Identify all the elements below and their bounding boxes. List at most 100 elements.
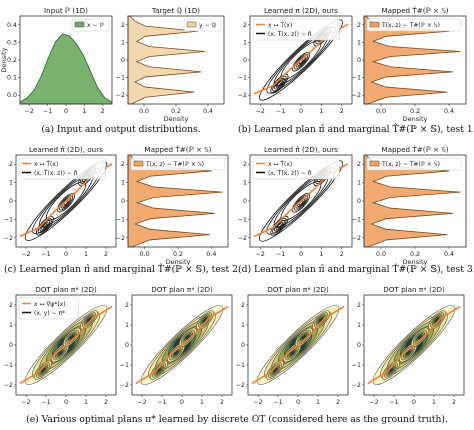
e-dot-3-ytick-label: 2 (241, 302, 245, 309)
a-target-legend-label: y ∼ ℚ (199, 22, 216, 29)
b-plan-cluster-level (270, 73, 289, 94)
e-dot-2-ytick-label: −1 (120, 362, 129, 369)
c-marginal-title: Mapped T̂#(ℙ × 𝕊) (144, 145, 211, 154)
a-input-xtick-label: −1 (43, 108, 52, 115)
c-marginal-xtick-label: 0.2 (173, 251, 183, 258)
b-marginal-ytick-label: 0 (357, 57, 361, 64)
b-plan-ytick-label: −2 (238, 92, 247, 99)
d-plan-legend-label: (x, T̂(x, z)) ∼ π̂ (268, 170, 312, 177)
e-dot-1-xtick-label: −1 (41, 399, 50, 406)
d-plan-cluster-level (270, 215, 289, 236)
d-plan-xtick-label: 2 (340, 251, 344, 258)
e-dot-3-cluster-level (301, 335, 306, 340)
b-plan-legend-box (252, 18, 340, 41)
caption-a: (a) Input and output distributions. (41, 124, 201, 135)
d-marginal-legend-label: T(x, z) ∼ T#(ℙ × 𝕊) (381, 161, 440, 168)
a-target-ytick-label: 0 (121, 57, 125, 64)
e-dot-1-xtick-label: 0 (64, 399, 68, 406)
b-plan-ytick-label: −1 (238, 75, 247, 82)
d-plan-cluster-level (277, 223, 282, 229)
c-plan-ytick-label: −1 (4, 216, 13, 223)
d-marginal-title: Mapped T̂#(ℙ × 𝕊) (381, 145, 448, 154)
c-marginal-ytick-label: 2 (121, 161, 125, 168)
b-marginal-xtick-label: 0.4 (444, 108, 454, 115)
b-marginal-xlabel: Density (403, 115, 428, 123)
b-marginal-legend-label: T(x, z) ∼ T#(ℙ × 𝕊) (381, 22, 440, 29)
a-input-xtick-label: −2 (25, 108, 34, 115)
a-target-title: Target ℚ (1D) (151, 6, 200, 15)
d-plan-ytick-label: 2 (243, 161, 247, 168)
e-dot-4-contours (367, 305, 461, 385)
e-dot-3-xtick-label: −2 (253, 399, 262, 406)
d-marginal-xlabel: Density (403, 258, 428, 266)
a-target-ytick-label: −2 (116, 92, 125, 99)
e-dot-4-xtick-label: −2 (369, 399, 378, 406)
d-plan-xtick-label: 1 (319, 251, 323, 258)
e-dot-2-ytick-label: 0 (125, 342, 129, 349)
c-marginal-xtick-label: 0.0 (140, 251, 150, 258)
d-plan-legend-box (252, 157, 340, 180)
d-plan-title: Learned π̂ (2D), ours (264, 145, 338, 154)
d-plan-ytick-label: 1 (243, 180, 247, 187)
d-plan-xtick-label: 0 (299, 251, 303, 258)
a-input-ytick-label: 0.1 (7, 75, 17, 82)
e-dot-3-ytick-label: 0 (241, 342, 245, 349)
caption-d: (d) Learned plan π̂ and marginal T̂#(ℙ ×… (238, 264, 474, 275)
e-dot-3-contours (251, 305, 345, 385)
e-dot-4-cluster-level (406, 350, 411, 355)
d-marginal-ytick-label: 0 (357, 198, 361, 205)
e-dot-4-xtick-label: 0 (412, 399, 416, 406)
caption-c: (c) Learned plan π̂ and marginal T̂#(ℙ ×… (4, 264, 241, 275)
b-plan-ridge-level (259, 19, 343, 101)
a-input-title: Input ℙ (1D) (44, 6, 88, 15)
d-marginal-ytick-label: −2 (352, 235, 361, 242)
e-dot-4-xtick-label: 1 (432, 399, 436, 406)
e-dot-3-title: DOT plan π* (2D) (267, 285, 329, 294)
a-input-legend-label: x ∼ ℙ (87, 22, 104, 29)
c-plan-cluster-level (41, 221, 49, 230)
b-plan-xtick-label: 1 (319, 108, 323, 115)
d-marginal-xtick-label: 0.2 (410, 251, 420, 258)
e-dot-4-ytick-label: 0 (357, 342, 361, 349)
c-marginal-xtick-label: 0.4 (206, 251, 216, 258)
c-plan-title: Learned π̂ (2D), ours (29, 145, 103, 154)
a-input-ylabel: Density (0, 47, 8, 72)
c-marginal-xlabel: Density (166, 258, 191, 266)
b-marginal-ytick-label: 2 (357, 22, 361, 29)
e-dot-2-ytick-label: 1 (125, 322, 129, 329)
e-dot-3-ytick-label: −1 (236, 362, 245, 369)
c-marginal-legend-label: T(x, z) ∼ T#(ℙ × 𝕊) (145, 161, 204, 168)
a-input-xtick-label: 1 (82, 108, 86, 115)
d-plan-ytick-label: 0 (243, 198, 247, 205)
e-dot-2-map-curve (135, 305, 229, 385)
a-target-xtick-label: 0.0 (139, 108, 149, 115)
b-plan-ytick-label: 2 (243, 22, 247, 29)
d-plan-ridge-level (259, 160, 343, 242)
e-dot-3-xtick-label: −1 (273, 399, 282, 406)
b-plan-xtick-label: 2 (340, 108, 344, 115)
e-dot-4-title: DOT plan π* (2D) (383, 285, 445, 294)
c-plan-cluster-level (35, 216, 54, 236)
d-marginal-ytick-label: 2 (357, 161, 361, 168)
b-marginal-ytick-label: −2 (352, 92, 361, 99)
b-plan-legend-label: x ↦ T(x) (268, 22, 292, 29)
e-dot-1-map-curve (19, 305, 113, 385)
e-dot-1-legend-box (18, 297, 80, 320)
e-dot-2-xtick-label: −2 (137, 399, 146, 406)
b-marginal-xtick-label: 0.2 (410, 108, 420, 115)
b-plan-xtick-label: 0 (299, 108, 303, 115)
e-dot-3-ytick-label: 1 (241, 322, 245, 329)
b-marginal-ytick-label: −1 (352, 75, 361, 82)
e-dot-4-ytick-label: 1 (357, 322, 361, 329)
a-target-legend-swatch (186, 21, 197, 28)
c-plan-xtick-label: −2 (21, 251, 30, 258)
c-plan-ytick-label: 1 (9, 180, 13, 187)
e-dot-2-cluster-level (185, 335, 190, 340)
e-dot-4-map-curve (367, 305, 461, 385)
e-dot-2-xtick-label: 0 (180, 399, 184, 406)
e-dot-4-xtick-label: −1 (389, 399, 398, 406)
e-dot-1-ytick-label: 1 (9, 322, 13, 329)
e-dot-1-legend-label: (x, y) ∼ π* (34, 310, 65, 317)
b-plan-ytick-label: 0 (243, 57, 247, 64)
